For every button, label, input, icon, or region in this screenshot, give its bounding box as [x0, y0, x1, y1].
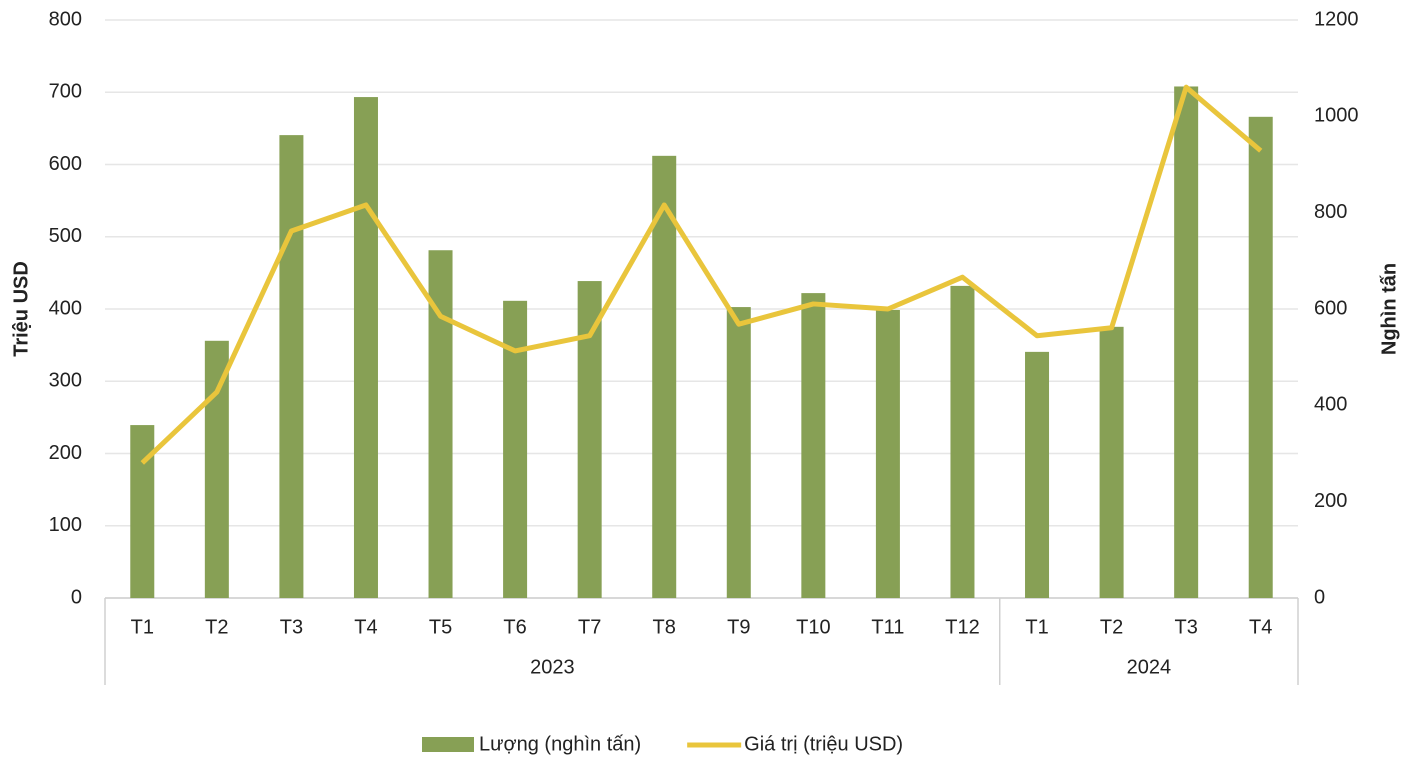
bar — [1099, 326, 1124, 598]
y-tick-label: 600 — [49, 153, 82, 175]
y2-tick-label: 400 — [1314, 394, 1347, 416]
x-tick-label: T4 — [1249, 616, 1272, 638]
x-tick-label: T1 — [1025, 616, 1048, 638]
x-tick-label: T11 — [871, 616, 904, 638]
y2-axis-title: Nghìn tấn — [1378, 263, 1400, 355]
bar — [726, 307, 751, 598]
bar — [130, 425, 155, 598]
x-tick-label: T8 — [653, 616, 676, 638]
y-tick-label: 200 — [49, 442, 82, 464]
x-tick-label: T6 — [503, 616, 526, 638]
group-label: 2023 — [530, 656, 575, 678]
bar — [353, 97, 378, 599]
y-axis-title: Triệu USD — [10, 261, 32, 357]
y-tick-label: 500 — [49, 225, 82, 247]
bar — [1248, 116, 1273, 598]
bar — [1025, 351, 1050, 598]
bar — [279, 135, 304, 598]
bar — [204, 340, 229, 598]
x-tick-label: T1 — [131, 616, 154, 638]
y-tick-label: 100 — [49, 514, 82, 536]
y2-tick-label: 600 — [1314, 297, 1347, 319]
y2-tick-label: 800 — [1314, 201, 1347, 223]
line — [140, 84, 1263, 465]
y2-tick-label: 0 — [1314, 586, 1325, 608]
bar — [652, 155, 677, 598]
x-tick-label: T4 — [354, 616, 377, 638]
y-tick-label: 700 — [49, 81, 82, 103]
y-tick-label: 800 — [49, 8, 82, 30]
x-tick-label: T3 — [1174, 616, 1197, 638]
y2-tick-label: 200 — [1314, 490, 1347, 512]
y-tick-label: 400 — [49, 297, 82, 319]
bar — [950, 285, 975, 598]
y-tick-label: 300 — [49, 370, 82, 392]
x-tick-label: T2 — [205, 616, 228, 638]
bar — [1174, 86, 1199, 598]
legend-label: Lượng (nghìn tấn) — [479, 733, 641, 755]
bar — [801, 293, 826, 598]
bar — [875, 309, 900, 598]
x-tick-label: T5 — [429, 616, 452, 638]
legend-label: Giá trị (triệu USD) — [744, 733, 903, 755]
x-tick-label: T12 — [945, 616, 979, 638]
x-tick-label: T9 — [727, 616, 750, 638]
x-tick-label: T2 — [1100, 616, 1123, 638]
y2-tick-label: 1000 — [1314, 105, 1359, 127]
y2-tick-label: 1200 — [1314, 8, 1359, 30]
x-tick-label: T10 — [796, 616, 830, 638]
y-tick-label: 0 — [71, 586, 82, 608]
x-tick-label: T3 — [280, 616, 303, 638]
legend-swatch — [422, 737, 474, 752]
x-tick-label: T7 — [578, 616, 601, 638]
group-label: 2024 — [1127, 656, 1172, 678]
bar — [577, 281, 602, 598]
